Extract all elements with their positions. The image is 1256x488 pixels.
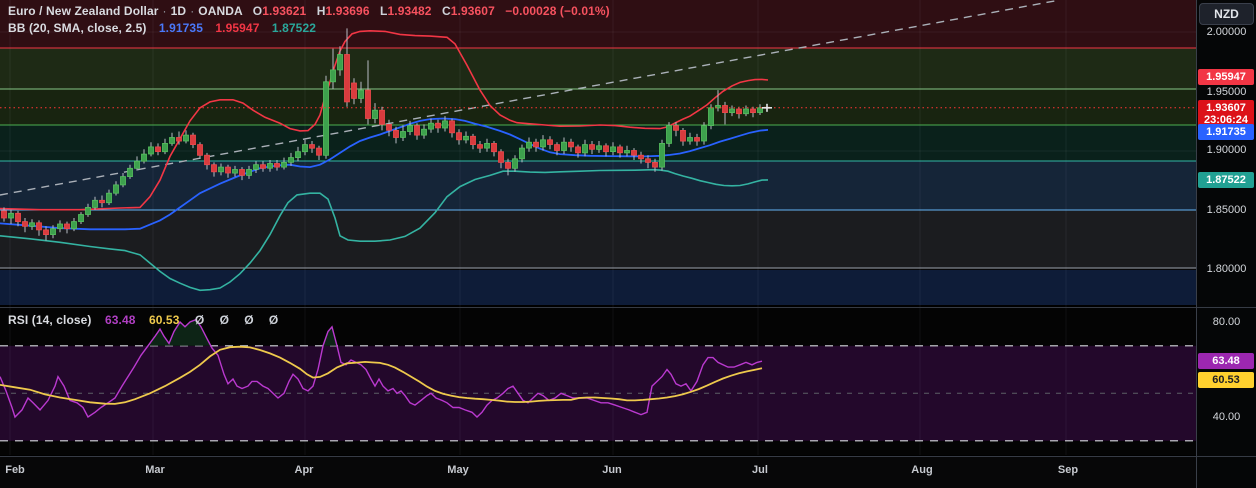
rsi-ma-value: 63.48 <box>104 313 136 327</box>
bb-mid-value: 1.91735 <box>158 21 203 35</box>
pane-separator[interactable] <box>0 307 1256 308</box>
month-label: Mar <box>145 464 165 476</box>
price-axis-label: 1.90000 <box>1206 144 1247 156</box>
bb-legend-row: BB (20, SMA, close, 2.5) 1.91735 1.95947… <box>8 21 316 35</box>
high-label: H <box>316 4 326 18</box>
separator-dot: · <box>190 4 195 18</box>
month-label: Jul <box>752 464 768 476</box>
high-value: 1.93696 <box>325 4 370 18</box>
price-axis[interactable]: NZD 2.00000 1.95000 1.90000 1.85000 1.80… <box>1197 0 1256 488</box>
price-axis-label: 1.85000 <box>1206 204 1247 216</box>
low-value: 1.93482 <box>387 4 432 18</box>
price-axis-border <box>1196 0 1197 488</box>
bb-upper-value: 1.95947 <box>215 21 260 35</box>
bb-lower-value: 1.87522 <box>271 21 316 35</box>
bb-lower-price-badge: 1.87522 <box>1198 172 1254 188</box>
month-label: Sep <box>1057 464 1079 476</box>
rsi-ma-badge: 63.48 <box>1198 353 1254 369</box>
price-axis-label: 1.80000 <box>1206 263 1247 275</box>
bar-countdown: 23:06:24 <box>1203 114 1249 126</box>
rsi-axis-label: 80.00 <box>1212 316 1241 328</box>
month-label: May <box>447 464 469 476</box>
exchange-label: OANDA <box>198 4 243 18</box>
current-price: 1.93607 <box>1206 102 1246 114</box>
rsi-indicator-label[interactable]: RSI (14, close) <box>8 313 92 327</box>
time-axis[interactable]: Feb Mar Apr May Jun Jul Aug Sep <box>0 457 1256 488</box>
symbol-legend-row: Euro / New Zealand Dollar · 1D · OANDA O1.93… <box>8 4 610 18</box>
month-label: Aug <box>911 464 933 476</box>
timeframe-label[interactable]: 1D <box>170 4 187 18</box>
rsi-hidden-values[interactable]: Ø Ø Ø Ø <box>194 313 285 327</box>
change-value: −0.00028 (−0.01%) <box>505 4 610 18</box>
month-label: Jun <box>602 464 622 476</box>
open-value: 1.93621 <box>262 4 307 18</box>
rsi-axis-label: 40.00 <box>1212 411 1241 423</box>
price-axis-label: 2.00000 <box>1206 26 1247 38</box>
symbol-title[interactable]: Euro / New Zealand Dollar <box>8 4 159 18</box>
month-label: Apr <box>294 464 314 476</box>
rsi-value-badge: 60.53 <box>1198 372 1254 388</box>
close-value: 1.93607 <box>450 4 495 18</box>
separator-dot: · <box>162 4 167 18</box>
price-axis-label: 1.95000 <box>1206 86 1247 98</box>
bb-upper-price-badge: 1.95947 <box>1198 69 1254 85</box>
axis-separator <box>0 456 1256 457</box>
rsi-legend-row: RSI (14, close) 63.48 60.53 Ø Ø Ø Ø <box>8 313 284 327</box>
rsi-value: 60.53 <box>148 313 180 327</box>
currency-toggle-button[interactable]: NZD <box>1199 3 1254 25</box>
low-label: L <box>380 4 388 18</box>
close-label: C <box>442 4 451 18</box>
bb-mid-price-badge: 1.91735 <box>1198 124 1254 140</box>
month-label: Feb <box>5 464 25 476</box>
current-price-badge: 1.93607 23:06:24 <box>1198 100 1254 128</box>
open-label: O <box>252 4 263 18</box>
bb-indicator-label[interactable]: BB (20, SMA, close, 2.5) <box>8 21 147 35</box>
